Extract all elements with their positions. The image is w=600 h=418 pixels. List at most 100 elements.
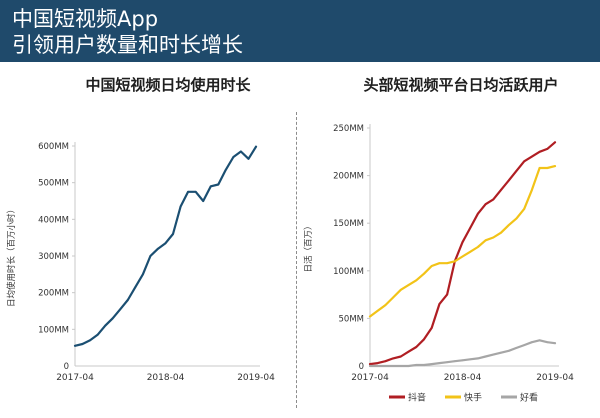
right-x-tick-label: 2017-04 xyxy=(351,373,389,383)
right-series-2-point xyxy=(446,361,448,364)
left-series-0-point xyxy=(255,145,257,148)
right-y-tick-label: 50MM xyxy=(339,314,364,324)
right-series-0-point xyxy=(538,150,541,153)
right-series-2-point xyxy=(430,363,433,365)
left-x-tick-label: 2018-04 xyxy=(147,373,185,383)
right-series-2-point xyxy=(500,351,502,354)
right-x-tick-label: 2018-04 xyxy=(444,373,482,383)
left-series-0-point xyxy=(240,150,242,153)
right-series-line-2 xyxy=(368,339,557,368)
right-series-0-point xyxy=(399,355,402,358)
left-y-tick-label: 200MM xyxy=(38,289,69,299)
right-series-2-point xyxy=(469,358,472,361)
right-series-0-point xyxy=(546,148,549,150)
left-series-0-point xyxy=(247,157,250,160)
left-chart-title: 中国短视频日均使用时长 xyxy=(85,76,251,94)
right-x-tick-label: 2019-04 xyxy=(536,373,574,383)
right-series-0-point xyxy=(507,179,510,182)
right-series-0-point xyxy=(430,327,433,329)
left-y-tick-label: 500MM xyxy=(38,179,69,189)
right-series-2-point xyxy=(477,357,479,360)
left-y-tick-label: 600MM xyxy=(38,142,69,152)
header-banner: 中国短视频App 引领用户数量和时长增长 xyxy=(0,0,600,62)
right-series-1-point xyxy=(384,304,387,306)
right-y-tick-label: 0 xyxy=(359,362,364,372)
right-series-0-point xyxy=(407,350,410,353)
left-series-0-point xyxy=(217,183,220,186)
right-series-1-point xyxy=(446,262,448,265)
right-series-0-point xyxy=(554,141,556,144)
header-title-line2: 引领用户数量和时长增长 xyxy=(12,33,243,57)
right-series-2-point xyxy=(554,342,556,345)
left-y-tick-label: 300MM xyxy=(38,252,69,262)
right-series-1-point xyxy=(430,265,433,267)
left-x-tick-label: 2019-04 xyxy=(237,373,275,383)
left-series-0-point xyxy=(81,343,84,345)
right-series-1-point xyxy=(423,272,425,275)
right-y-tick-label: 100MM xyxy=(333,267,364,277)
right-series-2-point xyxy=(399,365,402,367)
right-series-0-point xyxy=(392,357,394,360)
right-series-1-point xyxy=(546,167,549,169)
right-series-2-point xyxy=(515,347,518,349)
right-series-2-point xyxy=(531,341,533,344)
right-series-1-point xyxy=(438,262,441,265)
right-series-0-point xyxy=(369,363,371,365)
right-series-0-point xyxy=(515,169,518,172)
right-chart-title: 头部短视频平台日均活跃用户 xyxy=(363,76,559,94)
right-series-2-point xyxy=(369,365,371,367)
left-series-0-point xyxy=(111,317,114,320)
right-series-1-point xyxy=(469,250,472,253)
left-y-axis-label: 日均使用时长（百万小时） xyxy=(6,205,17,307)
right-series-2-point xyxy=(384,365,387,367)
right-series-2-point xyxy=(415,364,418,366)
right-series-0-point xyxy=(376,362,379,364)
right-series-0-point xyxy=(423,338,425,341)
header-title-line1: 中国短视频App xyxy=(12,7,159,31)
left-series-0-point xyxy=(194,190,197,193)
left-series-0-point xyxy=(224,168,227,171)
left-chart: 0 100MM 200MM 300MM 400MM 500MM 600MM 2017-04 20… xyxy=(6,142,275,383)
right-series-0-point xyxy=(438,303,441,305)
left-series-0-point xyxy=(89,339,91,342)
right-series-2-point xyxy=(484,355,487,358)
legend-label-0: 抖音 xyxy=(408,392,426,404)
right-series-0-point xyxy=(500,189,502,191)
left-y-tick-label: 400MM xyxy=(38,215,69,225)
right-series-2-point xyxy=(376,365,379,367)
right-series-0-point xyxy=(492,198,495,201)
right-series-1-point xyxy=(538,167,541,169)
right-series-0-point xyxy=(384,360,387,363)
right-series-1-point xyxy=(500,231,502,234)
right-series-1-point xyxy=(554,165,556,167)
left-series-0-point xyxy=(74,344,76,347)
left-y-tick-label: 100MM xyxy=(38,325,69,335)
right-series-0-point xyxy=(523,160,526,163)
left-series-0-point xyxy=(187,190,190,193)
right-series-2-point xyxy=(461,359,464,362)
left-series-0-point xyxy=(179,205,182,208)
right-chart: 0 50MM 100MM 150MM 200MM 250MM 2017-04 2018-04 2… xyxy=(303,124,574,404)
right-series-1-point xyxy=(515,217,518,220)
right-series-0-point xyxy=(461,241,464,244)
right-series-2-point xyxy=(523,344,526,346)
right-y-tick-label: 250MM xyxy=(333,124,364,134)
right-series-0-point xyxy=(477,212,479,215)
left-y-tick-label: 0 xyxy=(64,362,69,372)
legend-label-2: 好看 xyxy=(520,392,538,404)
left-x-tick-label: 2017-04 xyxy=(56,373,94,383)
left-series-0-point xyxy=(142,273,144,276)
left-series-line-0 xyxy=(73,145,258,347)
right-series-1-point xyxy=(477,246,479,248)
right-series-2-point xyxy=(453,360,456,363)
right-series-1-point xyxy=(407,284,410,286)
right-series-1-point xyxy=(461,255,464,258)
right-series-0-point xyxy=(446,293,448,296)
right-series-0-point xyxy=(469,227,472,229)
right-series-1-point xyxy=(492,236,495,239)
right-series-2-point xyxy=(546,341,549,344)
right-series-1-point xyxy=(507,224,510,226)
right-series-1-point xyxy=(484,239,487,242)
left-series-0-point xyxy=(96,333,99,336)
right-series-2-point xyxy=(423,364,425,366)
